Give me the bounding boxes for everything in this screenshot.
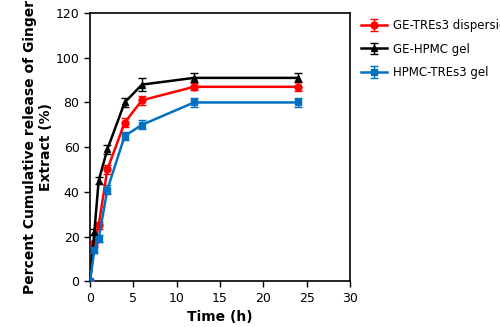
Y-axis label: Percent Cumulative release of Ginger
Extract (%): Percent Cumulative release of Ginger Ext… [22, 0, 53, 294]
X-axis label: Time (h): Time (h) [187, 310, 253, 324]
Legend: GE-TREs3 dispersion, GE-HPMC gel, HPMC-TREs3 gel: GE-TREs3 dispersion, GE-HPMC gel, HPMC-T… [361, 19, 500, 79]
